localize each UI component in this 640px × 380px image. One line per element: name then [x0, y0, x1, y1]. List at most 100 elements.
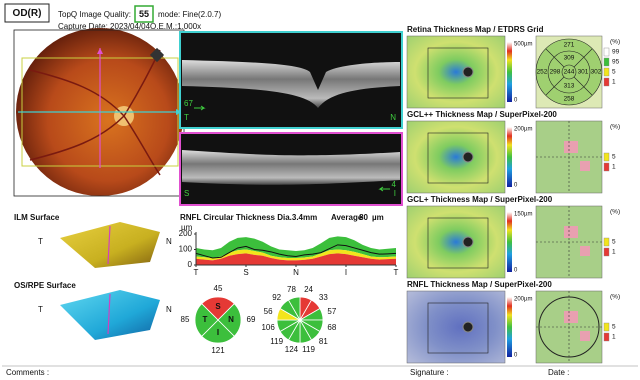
rpe-surface-image — [60, 290, 160, 340]
quadrant-letter: N — [228, 315, 234, 324]
scale-label: 500µm — [514, 42, 532, 48]
surface-right: N — [166, 237, 172, 246]
y-tick-label: 100 — [179, 245, 193, 254]
y-tick-label: 0 — [188, 260, 193, 269]
x-tick-label: I — [345, 268, 347, 277]
average-unit: µm — [372, 213, 384, 222]
legend-unit: (%) — [610, 294, 620, 301]
scale-label: 0 — [514, 268, 518, 274]
scan-number: 4 — [392, 180, 397, 189]
arrow — [194, 105, 206, 111]
map-title: Retina Thickness Map / ETDRS Grid — [407, 25, 544, 34]
legend-label: 5 — [612, 69, 616, 76]
scan-line — [107, 293, 111, 335]
surface-left: T — [38, 237, 43, 246]
surface-title: ILM Surface — [14, 213, 60, 222]
axis — [195, 232, 396, 266]
legend-swatch — [603, 67, 610, 77]
eye-box — [4, 3, 50, 23]
disc — [462, 151, 474, 163]
scale-label: 200µm — [514, 297, 532, 303]
map-title: GCL+ Thickness Map / SuperPixel-200 — [407, 195, 553, 204]
quadrant-sector — [201, 296, 235, 321]
etdrs-value: 313 — [564, 83, 575, 90]
etdrs-value: 301 — [578, 69, 589, 76]
scale-label: 200µm — [514, 127, 532, 133]
percentile-band — [196, 236, 396, 259]
quadrant-value: 69 — [247, 315, 256, 324]
abnormal-area — [580, 246, 590, 256]
clock-value: 106 — [261, 323, 275, 332]
etdrs-value: 252 — [537, 69, 548, 76]
legend-swatch — [603, 152, 610, 162]
legend-label: 1 — [612, 334, 616, 341]
average-label: Average — [331, 213, 363, 222]
thickness-map — [406, 35, 506, 109]
color-bar — [507, 127, 512, 187]
percentile-band — [196, 253, 396, 265]
etdrs-value: 302 — [591, 69, 602, 76]
thickness-map — [406, 290, 506, 364]
clock-value: 68 — [327, 323, 336, 332]
disc — [462, 66, 474, 78]
chart-title: RNFL Circular Thickness Dia.3.4mm — [180, 213, 317, 222]
color-bar — [507, 212, 512, 272]
x-tick-label: T — [194, 268, 199, 277]
clock-value: 33 — [319, 293, 328, 302]
ilm-surface-image — [60, 222, 160, 268]
disc-circle — [538, 296, 600, 358]
map-roi — [427, 47, 489, 99]
clock-value: 124 — [285, 345, 299, 354]
quadrant-value: 121 — [211, 346, 225, 355]
thickness-map — [406, 205, 506, 279]
y-tick-label: 200 — [179, 229, 193, 238]
clock-value: 57 — [327, 307, 336, 316]
map-roi — [427, 132, 489, 184]
legend-label: 1 — [612, 164, 616, 171]
legend-swatch — [603, 47, 610, 57]
legend-swatch — [603, 322, 610, 332]
retina-layer — [182, 60, 400, 108]
thickness-map — [406, 120, 506, 194]
grid — [536, 206, 602, 278]
quadrant-sector — [194, 303, 219, 337]
capture-date: Capture Date: 2023/04/04 — [58, 22, 151, 31]
quadrant-sector — [201, 319, 235, 344]
mode: mode: Fine(2.0.7) — [158, 10, 221, 19]
etdrs-value: 258 — [564, 96, 575, 103]
legend-label: 95 — [612, 59, 620, 66]
clock-value: 56 — [264, 307, 273, 316]
legend-swatch — [603, 237, 610, 247]
clock-value: 119 — [270, 337, 283, 346]
grid — [536, 121, 602, 193]
legend-label: 5 — [612, 239, 616, 246]
map-title: RNFL Thickness Map / SuperPixel-200 — [407, 280, 552, 289]
color-bar — [507, 297, 512, 357]
scale-label: 0 — [514, 353, 518, 359]
legend-swatch — [603, 77, 610, 87]
abnormal-area — [564, 311, 578, 323]
color-bar — [507, 42, 512, 102]
abnormal-area — [564, 141, 578, 153]
scan-line — [107, 225, 111, 265]
legend-swatch — [603, 162, 610, 172]
clock-value: 119 — [302, 345, 315, 354]
quadrant-letter: T — [203, 315, 208, 324]
etdrs-center — [561, 64, 577, 80]
grid — [536, 291, 602, 363]
vessels — [29, 49, 161, 176]
abnormal-area — [580, 161, 590, 171]
scan-number: 67 — [184, 99, 193, 108]
clock-value: 24 — [304, 285, 313, 294]
legend-unit: (%) — [610, 209, 620, 216]
oem: O.E.M.:1.000x — [150, 22, 201, 31]
thickness-line — [195, 244, 397, 259]
clock-sector — [287, 296, 301, 322]
date-label: Date : — [548, 368, 569, 377]
arrow — [378, 186, 390, 192]
retina-layer — [182, 150, 400, 185]
scan-left: T — [184, 113, 189, 122]
disc — [462, 321, 474, 333]
etdrs-value: 244 — [564, 69, 575, 76]
quality-box — [134, 5, 154, 23]
